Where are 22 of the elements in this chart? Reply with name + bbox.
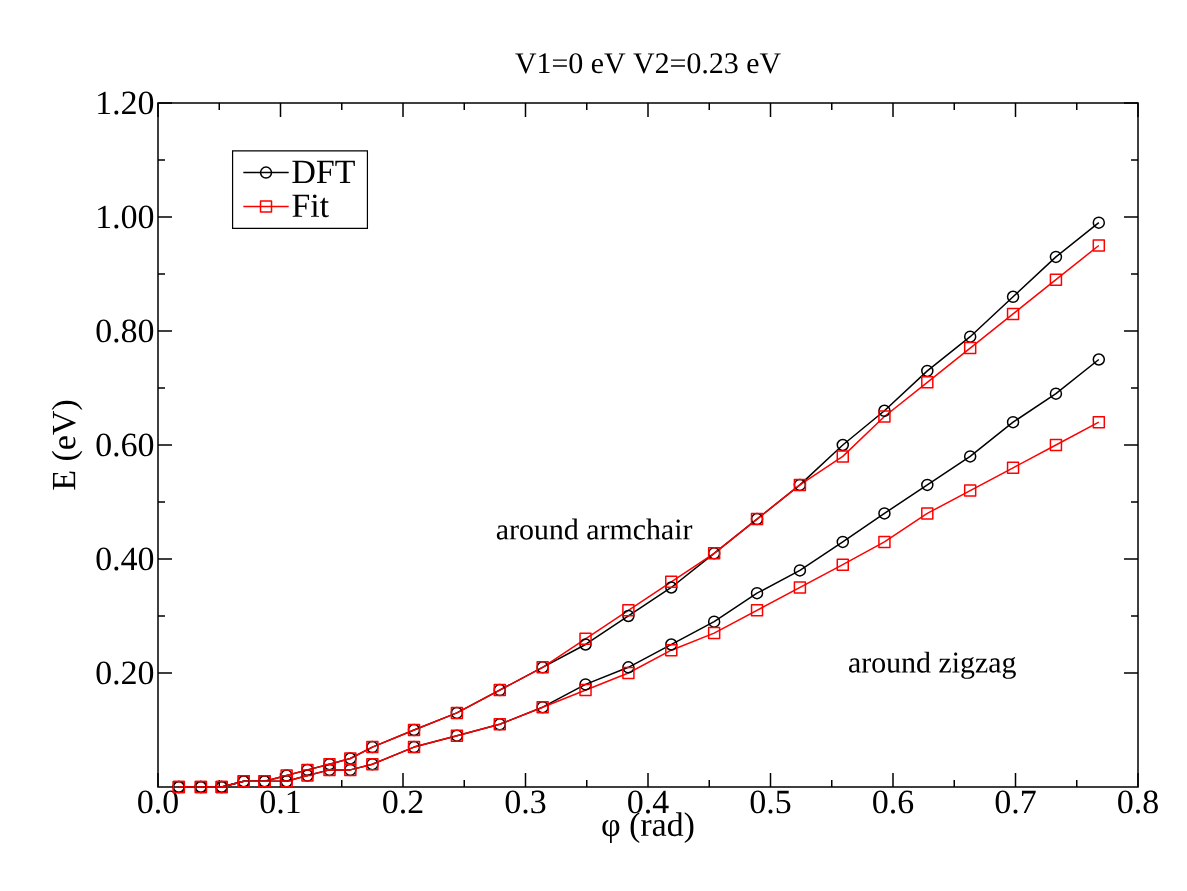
chart-title: V1=0 eV V2=0.23 eV bbox=[515, 53, 781, 74]
x-tick-label: 0.4 bbox=[628, 790, 669, 814]
x-axis-title: φ (rad) bbox=[602, 812, 694, 844]
x-tick-label: 0.8 bbox=[1118, 790, 1158, 814]
legend-label: DFT bbox=[292, 160, 355, 184]
x-tick-label: 0.5 bbox=[750, 790, 791, 814]
y-tick-label: 1.20 bbox=[98, 91, 154, 115]
annotation: around zigzag bbox=[849, 651, 1016, 679]
x-tick-label: 0.6 bbox=[873, 790, 914, 814]
y-tick-label: 0.40 bbox=[96, 547, 154, 571]
y-tick-label: 0.80 bbox=[96, 319, 154, 343]
x-tick-label: 0.2 bbox=[383, 790, 423, 814]
y-tick-label: 1.00 bbox=[98, 205, 154, 229]
y-axis-title: E (eV) bbox=[51, 400, 83, 490]
annotation: around armchair bbox=[496, 518, 693, 540]
y-tick-label: 0.20 bbox=[96, 661, 154, 685]
x-tick-label: 0.1 bbox=[260, 790, 300, 814]
x-tick-label: 0.3 bbox=[505, 790, 546, 814]
legend-label: Fit bbox=[292, 194, 329, 218]
x-tick-label: 0.7 bbox=[995, 790, 1036, 814]
x-tick-label: 0.0 bbox=[138, 790, 178, 814]
y-tick-label: 0.60 bbox=[96, 433, 154, 457]
